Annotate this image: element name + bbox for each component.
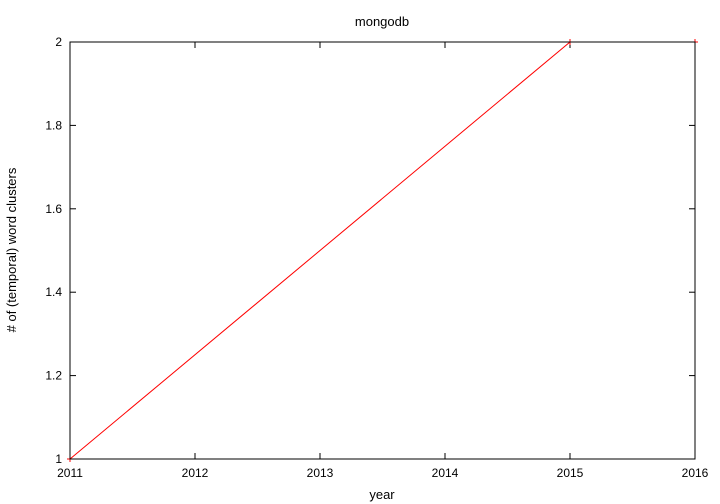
x-axis-label: year [369, 487, 395, 502]
x-tick-label: 2015 [557, 466, 584, 480]
y-axis-label: # of (temporal) word clusters [4, 167, 19, 332]
y-tick-label: 1.4 [45, 285, 62, 299]
y-tick-label: 1.2 [45, 369, 62, 383]
y-tick-label: 1 [55, 452, 62, 466]
x-tick-label: 2014 [432, 466, 459, 480]
x-tick-labels: 2011 2012 2013 2014 2015 2016 [57, 466, 709, 480]
y-tick-labels: 1 1.2 1.4 1.6 1.8 2 [45, 35, 62, 466]
x-tick-label: 2011 [57, 466, 83, 480]
y-tick-label: 1.8 [45, 118, 62, 132]
x-tick-label: 2016 [682, 466, 709, 480]
plot-frame [69, 41, 696, 460]
y-tick-label: 1.6 [45, 202, 62, 216]
x-tick-label: 2013 [307, 466, 334, 480]
chart-title: mongodb [355, 14, 409, 29]
plot-area [70, 42, 695, 459]
y-tick-label: 2 [55, 35, 62, 49]
x-tick-label: 2012 [182, 466, 209, 480]
